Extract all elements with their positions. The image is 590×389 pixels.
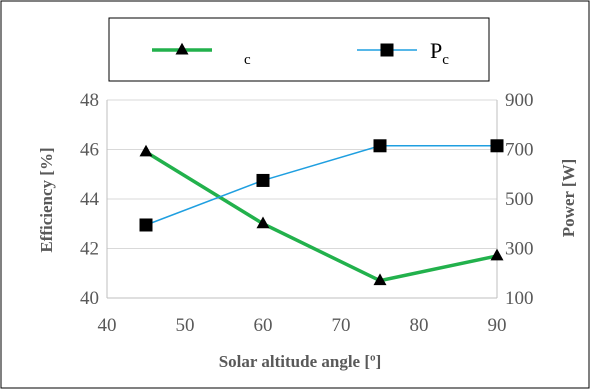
legend-marker (380, 43, 394, 57)
y-right-tick-label: 900 (505, 90, 534, 111)
series-layer (139, 139, 504, 286)
y-right-axis-title: Power [W] (559, 159, 578, 238)
y-left-axis-title: Efficiency [%] (37, 147, 56, 252)
series-line-square (145, 145, 497, 226)
x-axis-title: Solar altitude angle [º] (219, 352, 382, 371)
x-tick-label: 80 (410, 315, 429, 336)
legend: c Pc (152, 38, 449, 68)
data-point-square (490, 139, 504, 153)
y-right-tick-label: 700 (505, 140, 534, 161)
x-tick-label: 70 (332, 315, 351, 336)
y-right-tick-label: 100 (505, 288, 534, 309)
legend-label: Pc (430, 38, 449, 68)
data-point-triangle (256, 216, 270, 229)
y-left-tick-label: 40 (80, 288, 99, 309)
y-right-tick-label: 300 (505, 239, 534, 260)
legend-marker (175, 42, 189, 55)
x-tick-label: 40 (98, 315, 117, 336)
x-tick-label: 60 (254, 315, 273, 336)
x-tick-label: 50 (176, 315, 195, 336)
legend-label: c (244, 52, 251, 68)
y-left-tick-label: 46 (80, 140, 99, 161)
y-left-tick-label: 44 (80, 189, 100, 210)
series-line-triangle (145, 150, 498, 283)
y-left-tick-label: 48 (80, 90, 99, 111)
data-point-triangle (139, 144, 153, 157)
y-left-tick-label: 42 (80, 239, 99, 260)
y-right-tick-label: 500 (505, 189, 534, 210)
axes: 40 50 60 70 80 90 40 42 44 46 48 100 300 500 700 900 (80, 90, 534, 336)
x-tick-label: 90 (488, 315, 507, 336)
data-point-triangle (490, 248, 504, 261)
data-point-square (373, 139, 387, 153)
data-point-square (256, 173, 270, 187)
data-point-triangle (373, 273, 387, 286)
data-point-square (139, 218, 153, 232)
